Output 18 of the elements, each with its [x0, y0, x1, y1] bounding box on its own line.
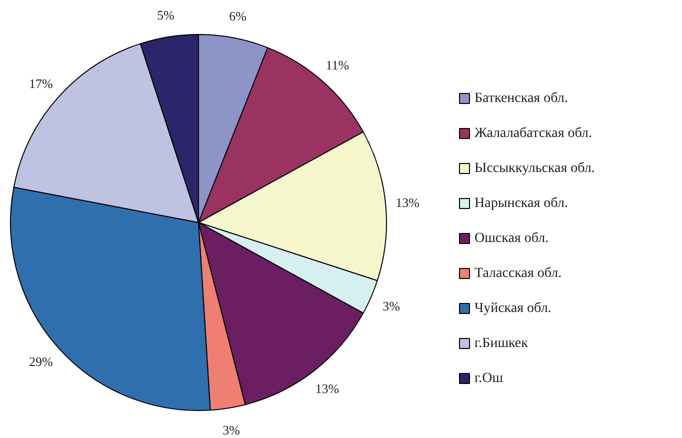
legend-label: Таласская обл. [474, 266, 562, 281]
legend-label: Нарынская обл. [474, 196, 568, 211]
data-label: 13% [396, 195, 420, 210]
data-label: 3% [382, 298, 400, 314]
legend-label: Ысcыккульская обл. [474, 161, 595, 176]
data-label: 5% [156, 8, 174, 23]
data-label: 13% [315, 380, 340, 396]
legend-label: Чуйская обл. [474, 301, 552, 316]
data-label: 17% [29, 76, 54, 92]
legend-label: Жалалабатская обл. [474, 126, 592, 141]
legend-label: Баткенская обл. [474, 91, 568, 106]
data-label: 11% [326, 57, 350, 72]
legend-label: г.Ош [474, 371, 504, 386]
legend-label: Ошская обл. [474, 231, 549, 246]
data-label: 29% [29, 354, 54, 369]
data-label: 6% [229, 8, 247, 24]
data-label: 3% [222, 422, 240, 438]
legend-label: г.Бишкек [474, 336, 528, 351]
